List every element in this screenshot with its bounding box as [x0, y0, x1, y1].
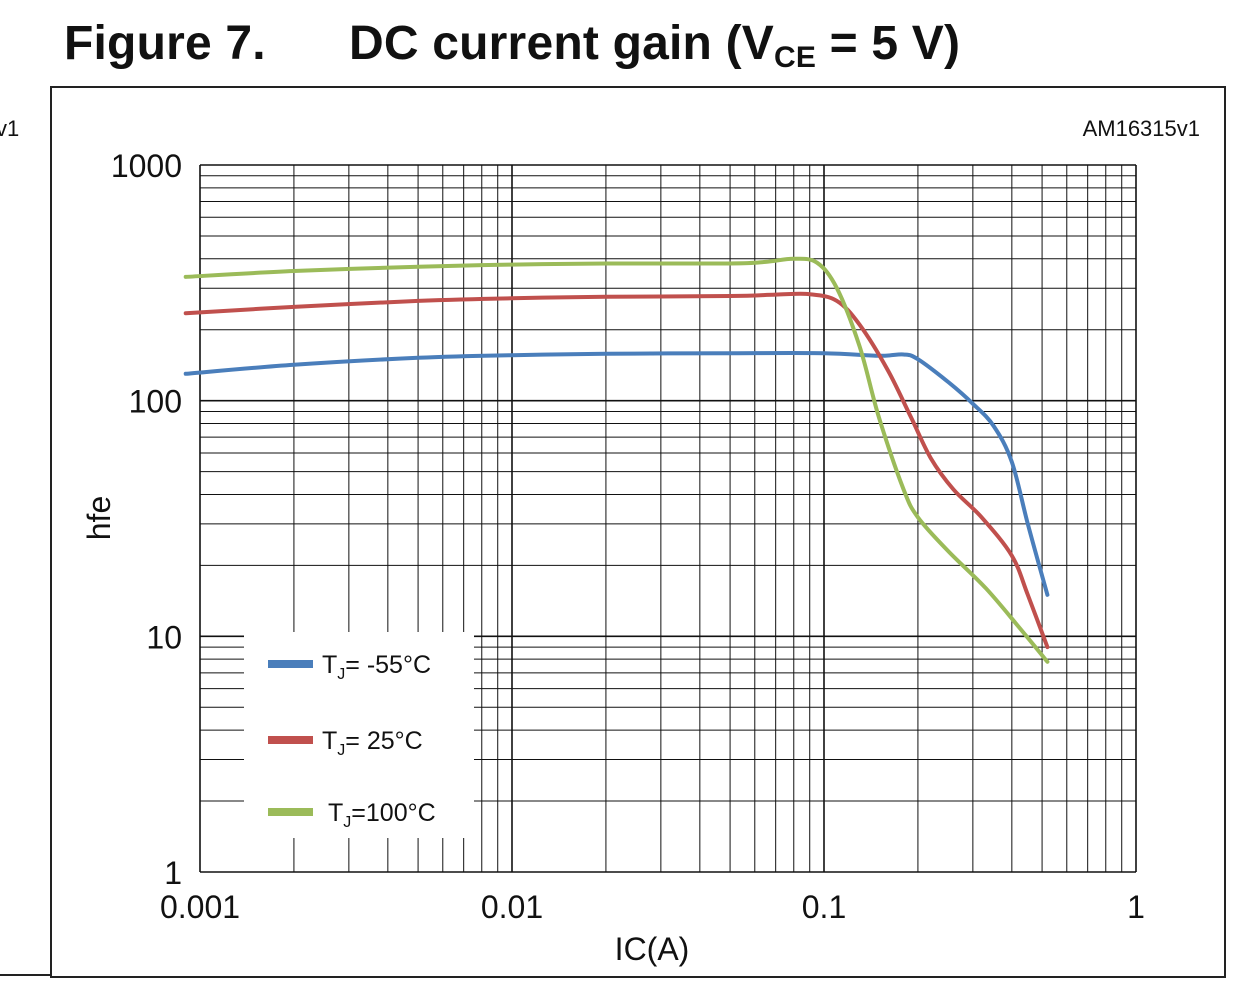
series-line-1 — [183, 291, 1050, 650]
figure-title-sub: CE — [773, 41, 817, 74]
x-tick-label: 0.001 — [160, 889, 240, 925]
figure-title: Figure 7. DC current gain (VCE = 5 V) — [64, 16, 960, 75]
x-tick-label: 1 — [1127, 889, 1145, 925]
tick-labels: 0.001 0.01 0.1 1 1000 100 10 1 — [111, 148, 1145, 925]
left-panel-code: v1 — [0, 116, 20, 141]
chart-frame — [50, 86, 1226, 978]
legend-label-1: TJ= 25°C — [322, 727, 423, 759]
figure-title-main: DC current gain (V — [349, 17, 774, 70]
legend-label-0: TJ= -55°C — [322, 651, 431, 683]
y-axis-label: hfe — [81, 496, 117, 540]
series-line-2 — [183, 256, 1050, 664]
curves — [183, 256, 1050, 664]
x-axis-label: IC(A) — [615, 931, 690, 967]
y-tick-label: 10 — [146, 619, 182, 655]
x-tick-label: 0.01 — [481, 889, 543, 925]
legend-label-2: TJ=100°C — [328, 799, 436, 831]
y-tick-label: 1000 — [111, 148, 182, 184]
y-tick-label: 1 — [164, 855, 182, 891]
series-line-0 — [183, 350, 1050, 597]
frame-divider — [0, 974, 50, 976]
figure-title-tail: = 5 V) — [816, 17, 961, 70]
x-tick-label: 0.1 — [802, 889, 846, 925]
legend: TJ= -55°C TJ= 25°C TJ=100°C — [244, 632, 474, 838]
y-tick-label: 100 — [129, 384, 182, 420]
figure-code: AM16315v1 — [1082, 116, 1200, 141]
figure-number: Figure 7. — [64, 17, 266, 70]
